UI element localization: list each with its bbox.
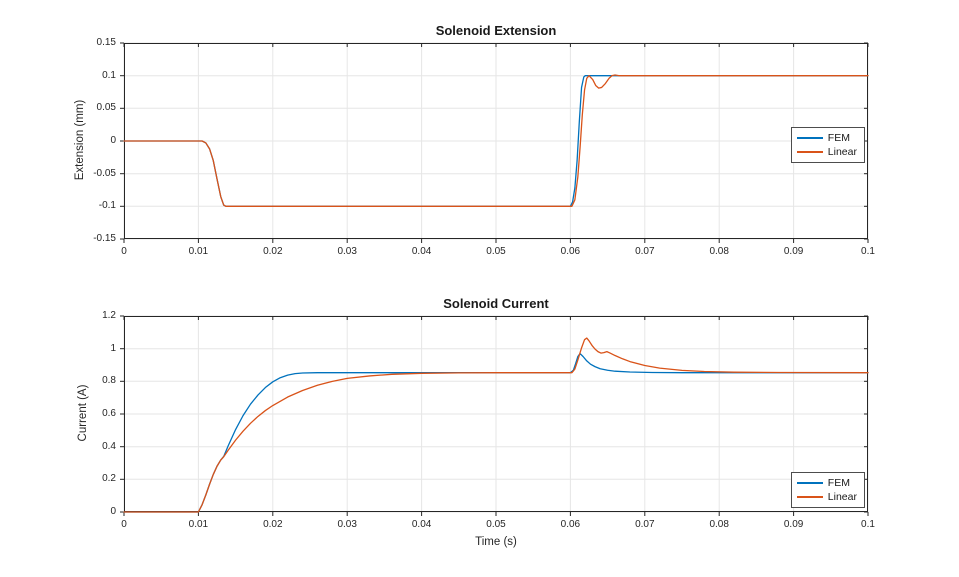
x-tick-label: 0.03	[337, 519, 357, 530]
y-tick-label: -0.05	[93, 167, 116, 179]
y-tick-label: 0.1	[102, 69, 116, 81]
current-axes-area: FEM Linear	[120, 315, 869, 516]
y-tick-label: -0.1	[98, 200, 116, 212]
y-tick-label: 0.05	[96, 102, 116, 114]
x-tick-label: 0	[121, 519, 127, 530]
x-tick-label: 0.02	[263, 246, 283, 257]
y-tick-label: 0.2	[102, 473, 116, 485]
legend-item-linear: Linear	[796, 145, 857, 159]
x-tick-label: 0.07	[635, 246, 655, 257]
x-tick-label: 0.09	[783, 246, 804, 257]
y-tick-label: 0	[110, 506, 116, 517]
x-tick-label: 0.05	[486, 519, 506, 530]
x-tick-label: 0.1	[861, 519, 875, 530]
x-tick-label: 0.06	[560, 519, 581, 530]
y-tick-label: 0.8	[102, 375, 116, 387]
extension-axes-area: FEM Linear	[120, 42, 869, 243]
x-tick-label: 0.01	[188, 246, 209, 257]
extension-plot-title: Solenoid Extension	[435, 23, 557, 38]
x-tick-label: 0.1	[861, 246, 875, 257]
legend-label-fem: FEM	[827, 132, 850, 144]
y-tick-label: 1	[110, 342, 116, 354]
legend-item-fem: FEM	[796, 131, 857, 145]
extension-plot: Solenoid Extension Extension (mm) FEM Li…	[0, 0, 959, 280]
x-axis-label: Time (s)	[475, 536, 517, 548]
extension-plot-canvas	[120, 42, 869, 243]
current-plot-title: Solenoid Current	[443, 296, 549, 311]
x-tick-label: 0	[121, 246, 127, 257]
fem-line-swatch	[796, 482, 823, 484]
legend-label-linear: Linear	[827, 491, 857, 503]
x-tick-label: 0.04	[411, 246, 432, 257]
fem-line-swatch	[796, 137, 823, 139]
y-tick-label: 1.2	[102, 310, 116, 321]
linear-line-swatch	[796, 496, 823, 498]
y-tick-label: 0.15	[96, 37, 116, 48]
x-tick-label: 0.08	[709, 246, 729, 257]
legend-label-fem: FEM	[827, 477, 850, 489]
y-tick-label: 0	[110, 135, 116, 146]
y-tick-label: 0.6	[102, 408, 116, 419]
x-tick-label: 0.02	[263, 519, 283, 530]
linear-line-swatch	[796, 151, 823, 153]
current-plot-canvas	[120, 315, 869, 516]
y-tick-label: 0.4	[102, 440, 116, 452]
y-tick-label: -0.15	[93, 233, 116, 244]
legend-label-linear: Linear	[827, 146, 857, 158]
x-tick-label: 0.03	[337, 246, 357, 257]
x-tick-label: 0.08	[709, 519, 729, 530]
extension-legend-box[interactable]: FEM Linear	[790, 127, 865, 163]
legend-item-linear: Linear	[796, 490, 857, 504]
x-tick-label: 0.09	[783, 519, 804, 530]
legend-item-fem: FEM	[796, 476, 857, 490]
x-tick-label: 0.07	[635, 519, 655, 530]
current-legend-box[interactable]: FEM Linear	[790, 472, 865, 508]
x-tick-label: 0.04	[411, 519, 432, 530]
x-tick-label: 0.06	[560, 246, 581, 257]
x-tick-label: 0.05	[486, 246, 506, 257]
x-tick-label: 0.01	[188, 519, 209, 530]
current-plot: Solenoid Current Current (A) FEM Linear …	[0, 273, 959, 577]
